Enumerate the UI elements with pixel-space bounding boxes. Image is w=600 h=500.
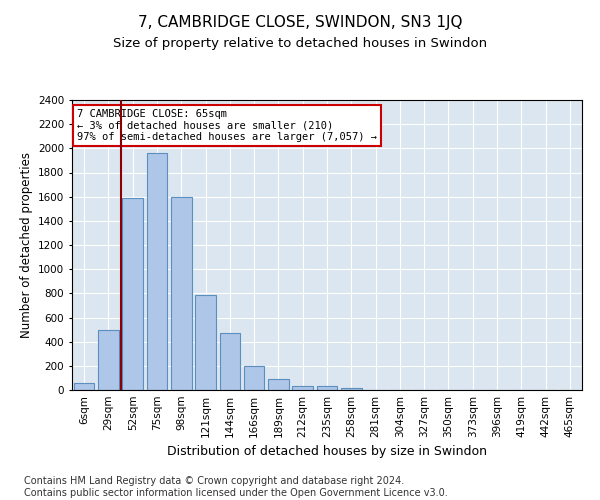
Bar: [292, 386, 313, 390]
Bar: [220, 333, 240, 390]
Bar: [195, 294, 216, 390]
Bar: [317, 386, 337, 390]
Bar: [74, 383, 94, 390]
Bar: [122, 198, 143, 390]
Bar: [146, 153, 167, 390]
Text: Size of property relative to detached houses in Swindon: Size of property relative to detached ho…: [113, 38, 487, 51]
Text: 7 CAMBRIDGE CLOSE: 65sqm
← 3% of detached houses are smaller (210)
97% of semi-d: 7 CAMBRIDGE CLOSE: 65sqm ← 3% of detache…: [77, 108, 377, 142]
Y-axis label: Number of detached properties: Number of detached properties: [20, 152, 32, 338]
Bar: [244, 366, 265, 390]
X-axis label: Distribution of detached houses by size in Swindon: Distribution of detached houses by size …: [167, 446, 487, 458]
Text: Contains HM Land Registry data © Crown copyright and database right 2024.
Contai: Contains HM Land Registry data © Crown c…: [24, 476, 448, 498]
Bar: [98, 330, 119, 390]
Text: 7, CAMBRIDGE CLOSE, SWINDON, SN3 1JQ: 7, CAMBRIDGE CLOSE, SWINDON, SN3 1JQ: [138, 15, 462, 30]
Bar: [268, 379, 289, 390]
Bar: [341, 388, 362, 390]
Bar: [171, 196, 191, 390]
